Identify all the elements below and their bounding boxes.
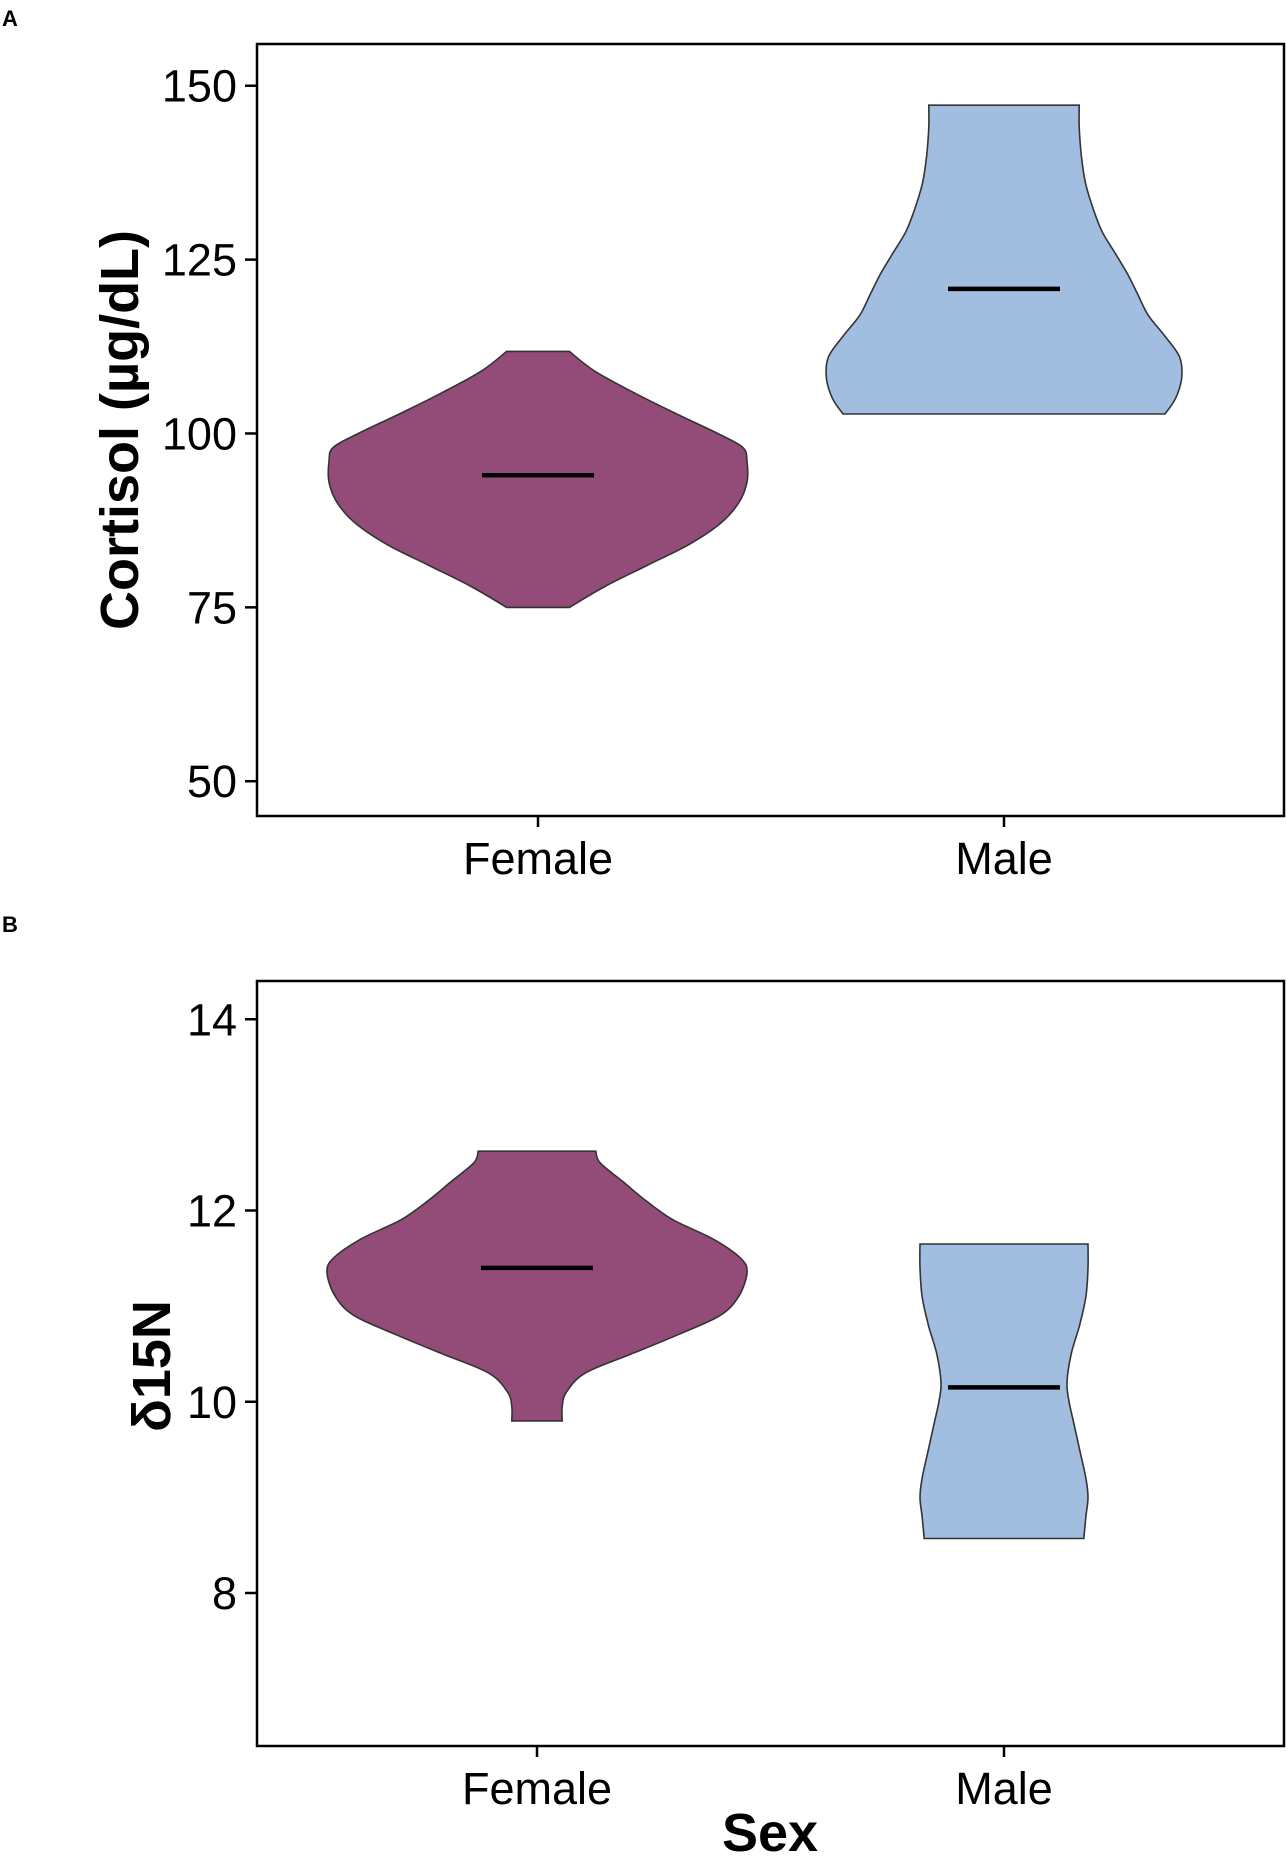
y-tick-label: 50: [187, 756, 237, 807]
y-tick-label: 100: [162, 408, 237, 459]
panel-b-y-axis-ticks: 8 10 12 14: [187, 994, 257, 1619]
x-tick-label: Male: [955, 833, 1053, 884]
panel-letter-b: B: [2, 912, 18, 937]
panel-b-violins: [326, 1150, 1089, 1540]
panel-b-x-axis-ticks: Female Male: [462, 1746, 1053, 1814]
panel-a-y-axis-title: Cortisol (µg/dL): [90, 230, 150, 630]
y-tick-label: 8: [212, 1568, 237, 1619]
panel-b-d15n: B 8 10 12 14 Female Male δ15N Sex: [2, 912, 1286, 1859]
violin-male: [825, 104, 1183, 415]
panel-a-violins: [327, 104, 1183, 609]
panel-a-plot-frame: [255, 42, 1286, 818]
panel-a-cortisol: A 50 75 100 125 150 Female Male Cortisol (µg/…: [2, 6, 1286, 884]
panel-a-y-axis-ticks: 50 75 100 125 150: [162, 61, 257, 807]
y-tick-label: 75: [187, 582, 237, 633]
violin-male: [919, 1243, 1089, 1540]
panel-b-x-axis-title: Sex: [722, 1803, 818, 1859]
panel-b-y-axis-title: δ15N: [122, 1300, 182, 1432]
y-tick-label: 14: [187, 994, 237, 1045]
x-tick-label: Female: [462, 1763, 612, 1814]
panel-a-x-axis-ticks: Female Male: [463, 816, 1053, 884]
y-tick-label: 10: [187, 1377, 237, 1428]
panel-letter-a: A: [2, 6, 18, 31]
panel-b-plot-frame: [255, 979, 1286, 1748]
y-tick-label: 150: [162, 61, 237, 112]
y-tick-label: 125: [162, 235, 237, 286]
violin-female: [327, 350, 749, 609]
y-tick-label: 12: [187, 1186, 237, 1237]
x-tick-label: Male: [955, 1763, 1053, 1814]
x-tick-label: Female: [463, 833, 613, 884]
violin-female: [326, 1150, 748, 1422]
